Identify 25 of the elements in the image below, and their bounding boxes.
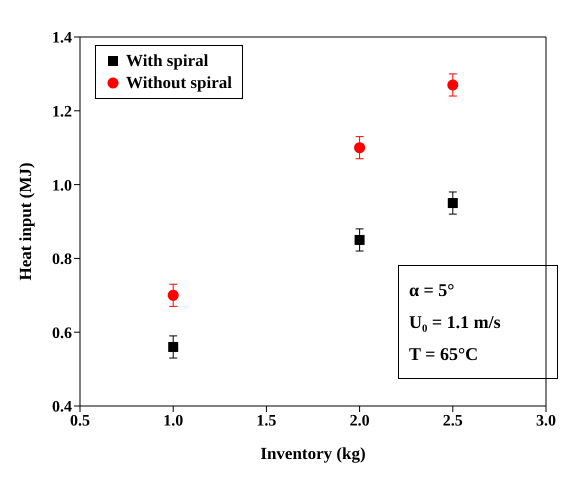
x-tick-label: 3.0 bbox=[536, 412, 556, 430]
point bbox=[168, 290, 179, 301]
annotation: U₀ = 1.1 m/s bbox=[409, 311, 502, 334]
y-tick-label: 1.2 bbox=[52, 103, 72, 120]
point bbox=[448, 198, 458, 208]
point bbox=[354, 234, 365, 245]
x-tick-label: 1.0 bbox=[163, 412, 184, 430]
y-tick-label: 0.4 bbox=[52, 398, 72, 416]
y-tick-label: 1.0 bbox=[52, 177, 72, 194]
x-tick-label: 0.5 bbox=[70, 412, 90, 430]
y-tick-label: 0.6 bbox=[52, 324, 72, 342]
legend-label: With spiral bbox=[126, 50, 208, 72]
x-axis-title: Inventory (kg) bbox=[260, 444, 366, 463]
y-axis-title: Heat input (MJ) bbox=[16, 162, 36, 281]
x-tick-label: 2.5 bbox=[442, 412, 463, 430]
point bbox=[354, 142, 366, 154]
x-tick-label: 1.5 bbox=[256, 412, 276, 430]
annotation: α = 5° bbox=[409, 279, 456, 302]
x-tick-label: 2.0 bbox=[350, 412, 370, 430]
y-tick-label: 1.4 bbox=[52, 30, 72, 47]
point bbox=[168, 342, 178, 352]
y-tick-label: 0.8 bbox=[52, 251, 72, 268]
point bbox=[447, 79, 458, 90]
annotation: T = 65°C bbox=[409, 343, 480, 366]
legend-label: Without spiral bbox=[126, 72, 232, 94]
